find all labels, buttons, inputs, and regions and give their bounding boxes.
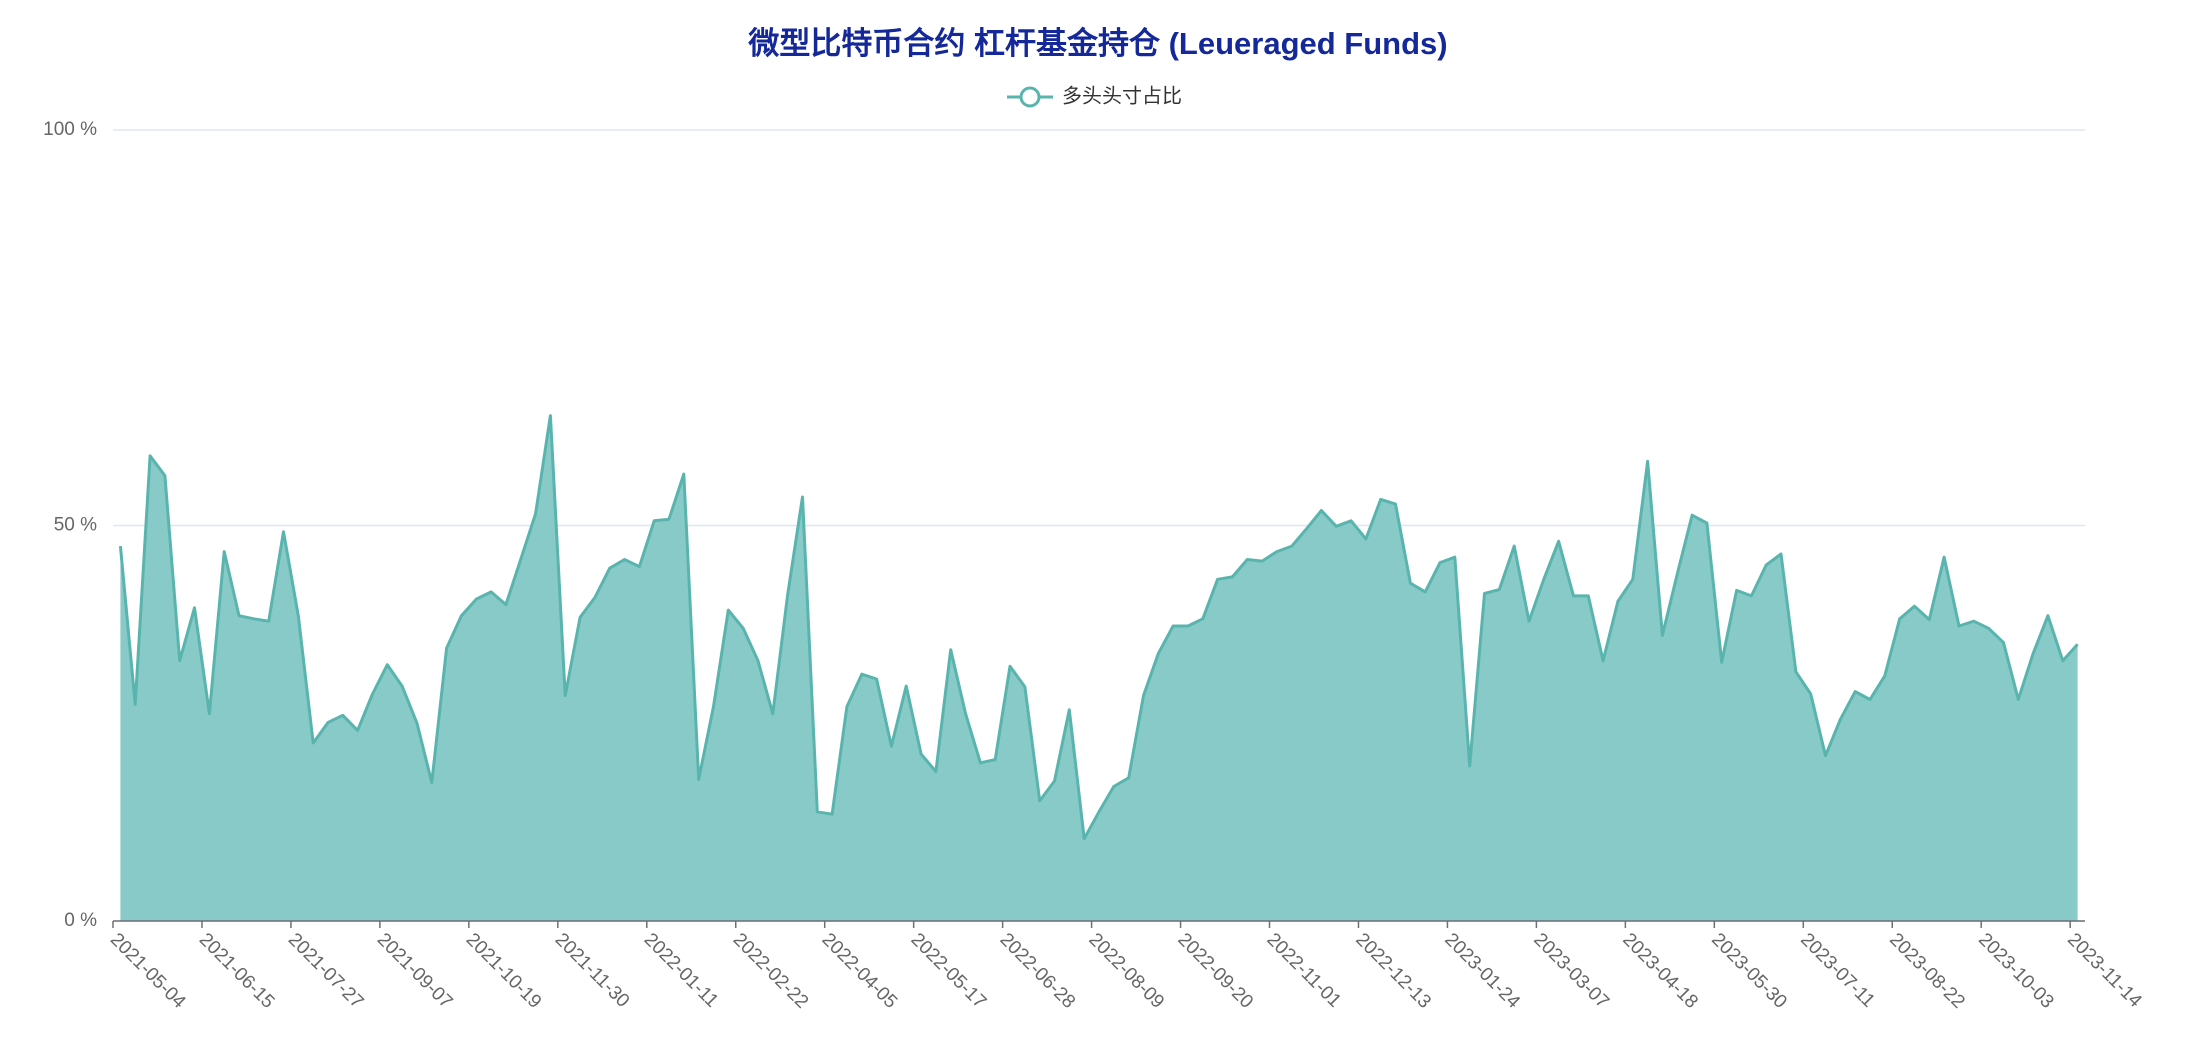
x-tick-label: 2023-08-22 xyxy=(1885,929,1969,1013)
x-tick-label: 2022-06-28 xyxy=(996,929,1080,1013)
x-tick-label: 2023-05-30 xyxy=(1707,929,1791,1013)
x-tick-label: 2022-11-01 xyxy=(1262,929,1345,1012)
x-tick-label: 2023-04-18 xyxy=(1618,929,1702,1013)
x-tick-label: 2021-09-07 xyxy=(373,929,457,1013)
x-tick-label: 2021-06-15 xyxy=(195,929,279,1013)
x-tick-label: 2022-09-20 xyxy=(1173,929,1257,1013)
x-tick-label: 2022-02-22 xyxy=(729,929,813,1013)
area xyxy=(120,415,2078,921)
chart-title: 微型比特币合约 杠杆基金持仓 (Leueraged Funds) xyxy=(747,26,1447,61)
x-tick-label: 2021-11-30 xyxy=(551,929,634,1012)
line xyxy=(118,414,2079,841)
legend-icon xyxy=(1019,86,1041,108)
x-tick-label: 2023-01-24 xyxy=(1440,929,1524,1013)
x-tick-label: 2022-12-13 xyxy=(1351,929,1435,1013)
y-tick-label: 100 % xyxy=(43,119,97,140)
x-tick-label: 2022-01-11 xyxy=(640,929,723,1012)
legend-label: 多头头寸占比 xyxy=(1062,84,1182,107)
y-tick-label: 50 % xyxy=(54,515,97,536)
x-tick-label: 2022-04-05 xyxy=(818,929,902,1013)
x-tick-label: 2022-05-17 xyxy=(907,929,991,1013)
x-tick-label: 2021-07-27 xyxy=(284,929,368,1013)
x-tick-label: 2023-07-11 xyxy=(1796,929,1879,1012)
x-tick-label: 2021-10-19 xyxy=(462,929,546,1013)
x-tick-label: 2021-05-04 xyxy=(106,929,190,1013)
x-tick-label: 2023-11-14 xyxy=(2063,929,2146,1012)
x-tick-label: 2023-03-07 xyxy=(1529,929,1613,1013)
x-tick-label: 2022-08-09 xyxy=(1085,929,1169,1013)
legend[interactable]: 多头头寸占比 xyxy=(1007,84,1182,108)
y-tick-label: 0 % xyxy=(64,910,97,931)
x-tick-label: 2023-10-03 xyxy=(1974,929,2058,1013)
